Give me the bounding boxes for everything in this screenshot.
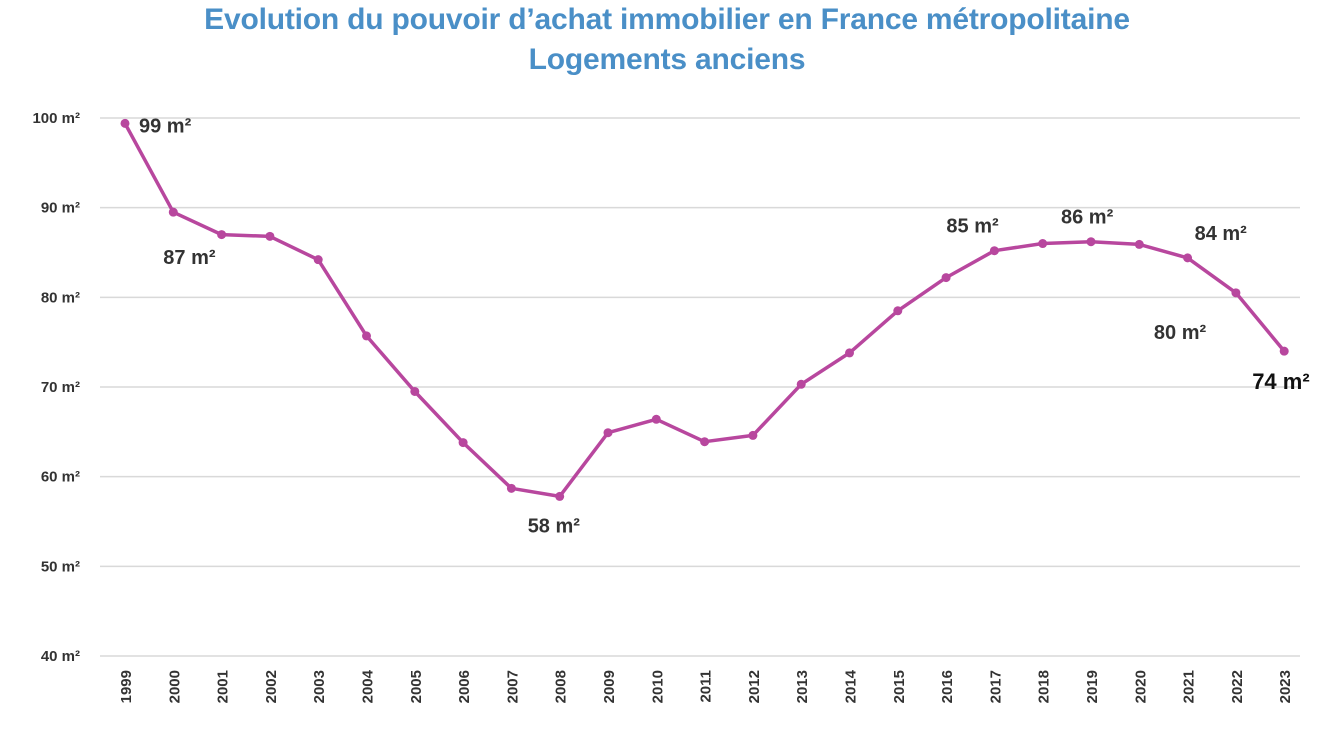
data-label: 74 m² <box>1252 369 1309 394</box>
y-tick-label: 90 m² <box>41 200 80 217</box>
y-tick-label: 60 m² <box>41 469 80 486</box>
x-tick-label: 2020 <box>1132 670 1149 703</box>
data-labels: 99 m² 87 m² 58 m² 85 m² 86 m² 84 m² 80 m² 74 m² <box>139 115 1310 537</box>
x-tick-label: 2004 <box>360 669 377 703</box>
y-tick-label: 100 m² <box>32 110 80 127</box>
data-point-2022 <box>1231 288 1241 298</box>
data-point-2007 <box>506 483 516 493</box>
chart-title: Evolution du pouvoir d’achat immobilier … <box>204 3 1130 36</box>
x-tick-label: 2021 <box>1181 670 1198 703</box>
data-points <box>120 118 1289 501</box>
data-point-2012 <box>748 430 758 440</box>
data-point-2003 <box>313 255 323 265</box>
x-tick-label: 2005 <box>408 670 425 703</box>
x-tick-label: 2018 <box>1036 670 1053 703</box>
x-tick-label: 2001 <box>215 670 232 703</box>
x-tick-label: 2010 <box>649 670 666 703</box>
data-label: 58 m² <box>528 515 581 537</box>
x-tick-label: 2009 <box>601 670 618 703</box>
chart-subtitle: Logements anciens <box>528 43 806 76</box>
x-axis-ticks: 1999 2000 2001 2002 2003 2004 2005 2006 2007 2008… <box>118 669 1294 703</box>
data-point-2019 <box>1086 237 1096 247</box>
data-point-2021 <box>1183 253 1193 263</box>
data-point-2009 <box>603 428 613 438</box>
data-label: 86 m² <box>1061 207 1114 229</box>
data-point-2013 <box>796 379 806 389</box>
data-point-1999 <box>120 118 130 128</box>
x-tick-label: 2003 <box>311 670 328 703</box>
x-tick-label: 2000 <box>166 670 183 703</box>
y-tick-label: 70 m² <box>41 379 80 396</box>
data-point-2005 <box>410 386 420 396</box>
data-point-2017 <box>989 246 999 256</box>
data-point-2014 <box>845 348 854 358</box>
x-tick-label: 1999 <box>118 670 135 703</box>
data-point-2010 <box>651 414 661 424</box>
data-point-2020 <box>1134 239 1144 249</box>
data-point-2023 <box>1279 346 1289 356</box>
data-point-2004 <box>362 331 371 341</box>
data-label: 84 m² <box>1195 223 1248 245</box>
gridlines <box>100 117 1300 657</box>
data-point-2011 <box>700 437 710 447</box>
x-tick-label: 2022 <box>1229 670 1246 703</box>
data-point-2001 <box>217 230 227 240</box>
x-tick-label: 2002 <box>263 670 280 703</box>
y-axis-ticks: 100 m² 90 m² 80 m² 70 m² 60 m² 50 m² 40 m² <box>32 110 80 665</box>
x-tick-label: 2006 <box>456 670 473 703</box>
x-tick-label: 2017 <box>987 670 1004 703</box>
x-tick-label: 2011 <box>698 670 715 703</box>
data-point-2016 <box>941 273 951 283</box>
y-tick-label: 40 m² <box>41 648 80 665</box>
x-tick-label: 2007 <box>504 670 521 703</box>
x-tick-label: 2016 <box>939 670 956 703</box>
y-tick-label: 80 m² <box>41 289 80 306</box>
x-tick-label: 2012 <box>746 670 763 703</box>
data-point-2018 <box>1038 239 1048 249</box>
data-point-2015 <box>893 306 903 316</box>
data-point-2002 <box>265 231 275 241</box>
x-tick-label: 2008 <box>553 670 570 703</box>
x-tick-label: 2013 <box>794 670 811 703</box>
data-label: 80 m² <box>1154 322 1207 344</box>
x-tick-label: 2023 <box>1277 670 1294 703</box>
data-label: 85 m² <box>946 216 999 238</box>
data-point-2008 <box>555 491 565 501</box>
x-tick-label: 2019 <box>1084 670 1101 703</box>
x-tick-label: 2014 <box>843 669 860 703</box>
data-point-2000 <box>168 207 178 217</box>
title-block: Evolution du pouvoir d’achat immobilier … <box>0 0 1334 80</box>
data-point-2006 <box>458 438 468 448</box>
data-label: 87 m² <box>163 247 216 269</box>
y-tick-label: 50 m² <box>41 558 80 575</box>
data-label: 99 m² <box>139 115 192 137</box>
x-tick-label: 2015 <box>891 670 908 703</box>
